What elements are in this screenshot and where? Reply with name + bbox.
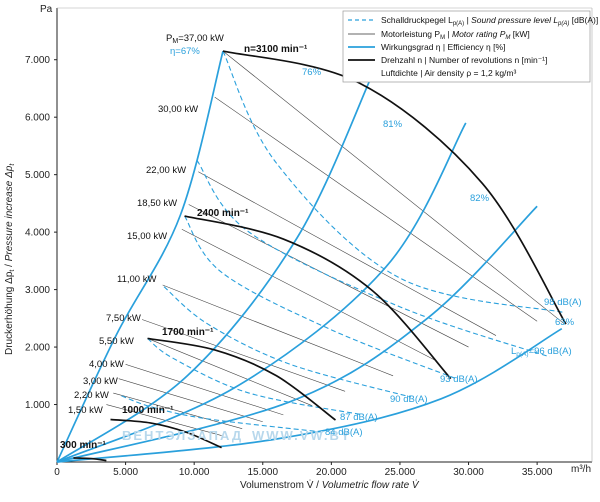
label-db-93: 93 dB(A)	[440, 374, 478, 385]
label-pm-37: PM=37,00 kW	[166, 33, 224, 45]
x-tick-label: 35.000	[522, 467, 553, 478]
sound-pressure-line	[121, 395, 324, 433]
legend-box	[342, 10, 591, 83]
label-eff-76: 76%	[302, 67, 322, 78]
tick-labels: 0 5.000 10.000 15.000 20.000 25.000 30.000 35.0…	[25, 55, 553, 478]
legend-item-sound: Schalldruckpegel Lp(A) | Sound pressure …	[381, 15, 598, 27]
label-kw-22: 22,00 kW	[146, 165, 186, 176]
y-tick-label: 7.000	[25, 55, 50, 66]
label-kw-18-5: 18,50 kW	[137, 198, 177, 209]
label-n-1700: 1700 min⁻¹	[162, 327, 214, 338]
legend-item-air: Luftdichte | Air density ρ = 1,2 kg/m³	[381, 68, 516, 78]
motor-power-line	[125, 364, 284, 416]
y-axis-title-main: Druckerhöhung Δp	[4, 271, 15, 355]
speed-curve	[147, 337, 336, 421]
x-tick-label: 20.000	[316, 467, 347, 478]
label-kw-3: 3,00 kW	[83, 376, 118, 387]
label-n-300: 300 min⁻¹	[60, 440, 107, 451]
label-db-90: 90 dB(A)	[390, 394, 428, 405]
speed-curve	[73, 457, 107, 462]
label-kw-4: 4,00 kW	[89, 359, 124, 370]
label-db-96: Lp(A)=96 dB(A)	[511, 346, 572, 358]
motor-power-line	[141, 319, 346, 392]
y-tick-label: 5.000	[25, 170, 50, 181]
x-tick-label: 25.000	[385, 467, 416, 478]
label-n-1000: 1000 min⁻¹	[122, 405, 174, 416]
speed-curve	[184, 215, 452, 380]
motor-power-line	[181, 228, 435, 360]
motor-power-line	[106, 404, 222, 436]
y-axis-title: Druckerhöhung Δpt / Pressure increase Δp…	[4, 163, 16, 355]
x-axis-title: Volumenstrom V̇ / Volumetric flow rate V…	[240, 478, 420, 491]
x-tick-label: 30.000	[453, 467, 484, 478]
motor-power-line	[214, 96, 538, 322]
y-axis-title-sub: t	[9, 270, 16, 272]
y-axis-title-sep: /	[4, 261, 15, 269]
y-tick-label: 4.000	[25, 228, 50, 239]
label-kw-1-5: 1,50 kW	[68, 405, 103, 416]
label-kw-30: 30,00 kW	[158, 104, 198, 115]
speed-curves	[73, 50, 567, 462]
y-tick-label: 6.000	[25, 113, 50, 124]
label-kw-15: 15,00 kW	[127, 231, 167, 242]
sound-pressure-line	[147, 338, 364, 416]
y-tick-label: 2.000	[25, 343, 50, 354]
motor-power-line	[222, 50, 565, 325]
label-n-3100: n=3100 min⁻¹	[244, 44, 308, 55]
legend-item-motor: Motorleistung PM | Motor rating PM [kW]	[381, 29, 530, 41]
label-n-2400: 2400 min⁻¹	[197, 208, 249, 219]
y-axis-title-sub2: t	[9, 163, 16, 166]
sound-pressure-line	[163, 286, 412, 398]
y-tick-label: 1.000	[25, 400, 50, 411]
legend-item-rpm: Drehzahl n | Number of revolutions n [mi…	[381, 55, 547, 65]
label-kw-5-5: 5,50 kW	[99, 336, 134, 347]
motor-power-line	[162, 284, 394, 377]
sound-pressure-line	[196, 159, 550, 358]
y-axis-title-italic: Pressure increase Δp	[4, 165, 15, 261]
axes	[56, 7, 593, 463]
motor-power-line	[118, 378, 263, 423]
speed-curve	[110, 418, 222, 449]
label-db-84: 84 dB(A)	[325, 427, 363, 438]
efficiency-line	[56, 73, 374, 463]
sound-pressure-line	[184, 215, 457, 380]
speed-curve	[222, 50, 567, 325]
y-unit-label: Pa	[40, 4, 53, 15]
legend: Schalldruckpegel Lp(A) | Sound pressure …	[342, 10, 598, 83]
x-tick-label: 0	[54, 467, 60, 478]
motor-power-line	[198, 171, 497, 336]
x-unit-label: m³/h	[571, 464, 591, 475]
x-axis-title-italic: Volumetric flow rate V̇	[322, 478, 420, 491]
label-kw-11: 11,00 kW	[117, 274, 156, 285]
label-eff-82: 82%	[470, 193, 490, 204]
label-kw-7-5: 7,50 kW	[106, 313, 141, 324]
x-tick-label: 10.000	[179, 467, 210, 478]
efficiency-line	[56, 205, 538, 463]
y-tick-label: 3.000	[25, 285, 50, 296]
motor-power-line	[147, 338, 313, 406]
label-eta-67: η=67%	[170, 46, 200, 57]
x-axis-title-main: Volumenstrom V̇ /	[240, 478, 322, 491]
label-kw-2-2: 2,20 kW	[74, 390, 109, 401]
label-db-98: 98 dB(A)	[544, 297, 582, 308]
efficiency-lines	[56, 50, 563, 463]
curve-labels: PM=37,00 kW η=67% n=3100 min⁻¹ 76% 81% 8…	[60, 33, 582, 451]
legend-item-eff: Wirkungsgrad η | Efficiency η [%]	[381, 42, 505, 52]
efficiency-line	[56, 327, 563, 463]
sound-pressure-line	[222, 50, 565, 314]
x-tick-label: 15.000	[247, 467, 278, 478]
efficiency-line	[56, 122, 467, 463]
efficiency-line	[56, 50, 224, 463]
label-eff-81: 81%	[383, 119, 403, 130]
watermark-url: WWW.VW.BY	[252, 428, 352, 443]
label-db-87: 87 dB(A)	[340, 412, 378, 423]
label-eff-63: 63%	[555, 317, 575, 328]
watermark-brand: ВЕНТЭЛЗАПАД	[122, 428, 243, 443]
x-tick-label: 5.000	[113, 467, 138, 478]
